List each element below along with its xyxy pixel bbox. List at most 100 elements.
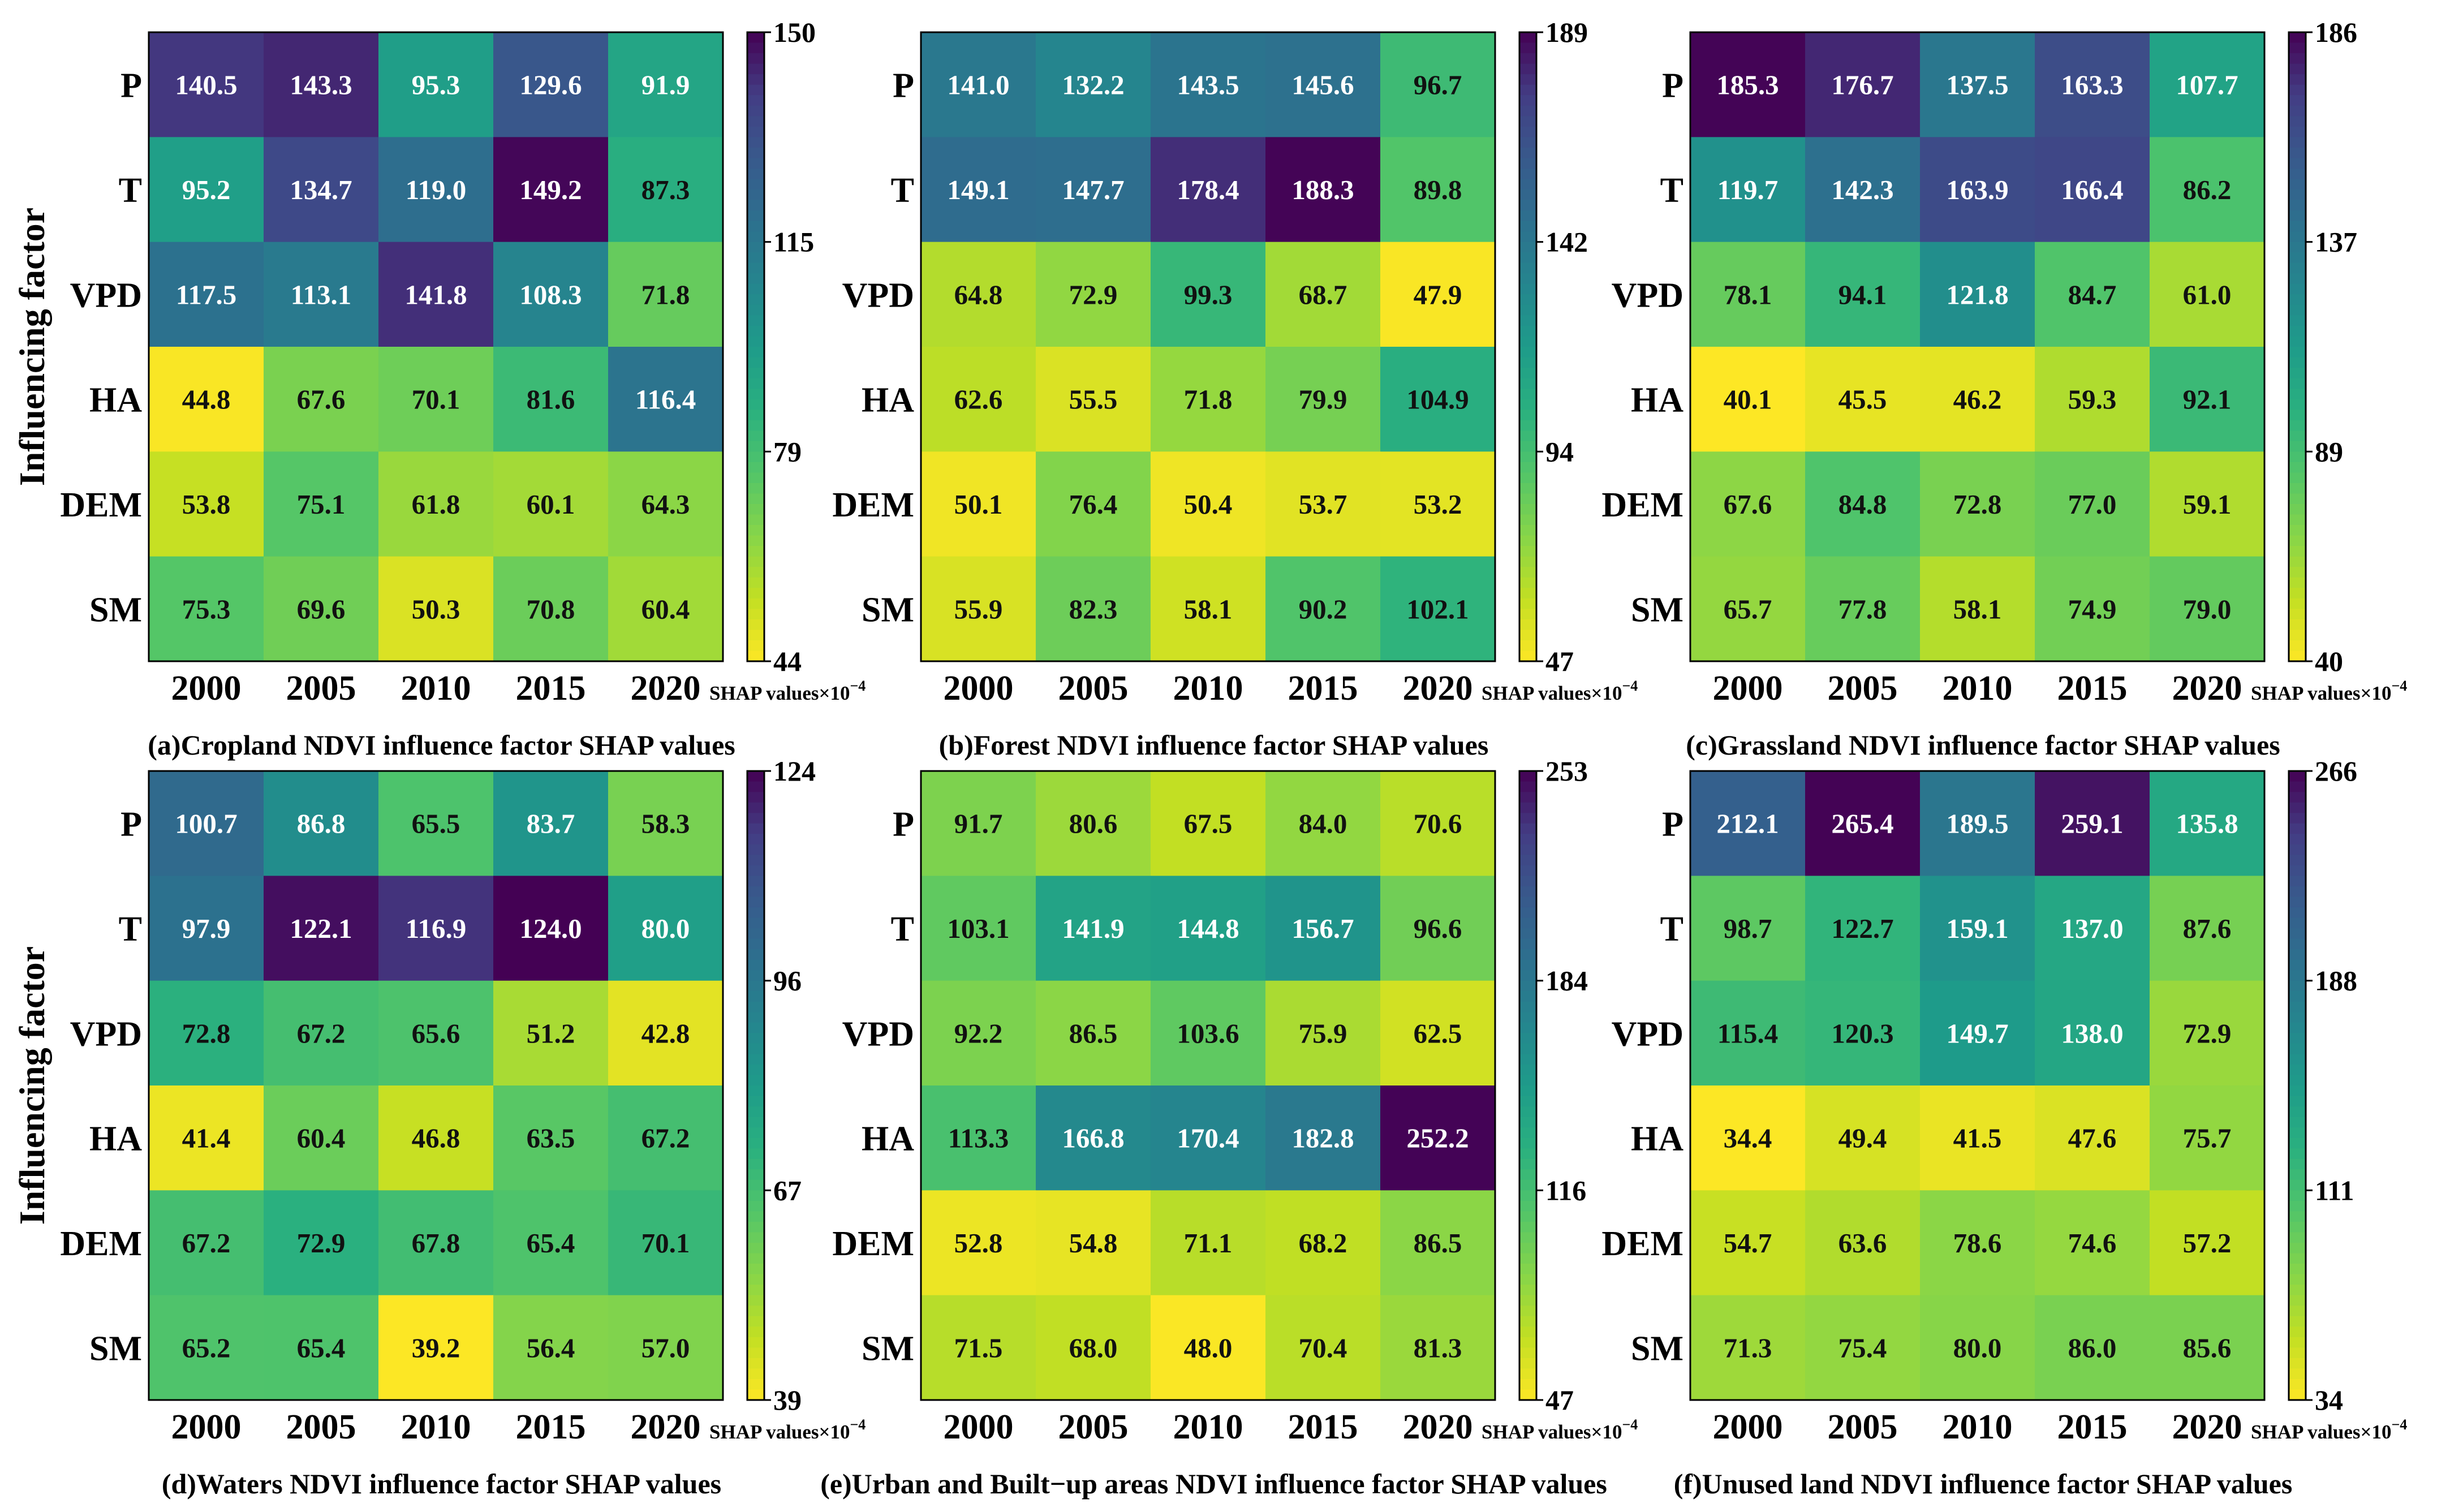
cell-value-label: 70.1	[641, 1227, 690, 1259]
cell-value-label: 166.4	[2061, 174, 2123, 205]
column-label: 2010	[401, 669, 471, 708]
colorbar-tick-label: 47	[1545, 1384, 1574, 1416]
row-label: DEM	[1601, 486, 1683, 524]
colorbar-band	[2289, 283, 2306, 295]
colorbar-band	[1519, 1001, 1536, 1013]
colorbar-band	[2289, 876, 2306, 887]
cell-value-label: 142.3	[1831, 174, 1893, 205]
heatmap-cell	[1805, 980, 1921, 1086]
heatmap-cell	[1920, 771, 2035, 876]
heatmap-cell	[1805, 137, 1921, 243]
cell-value-label: 83.7	[527, 808, 575, 839]
colorbar-band	[747, 1253, 764, 1264]
cell-value-label: 149.1	[947, 174, 1009, 205]
colorbar-band	[1519, 504, 1536, 515]
colorbar-tick-label: 137	[2315, 226, 2357, 258]
colorbar-band	[2289, 357, 2306, 368]
colorbar-band	[747, 158, 764, 169]
colorbar-band	[747, 844, 764, 855]
heatmap-cell	[1920, 556, 2035, 662]
heatmap-cell	[378, 137, 494, 243]
heatmap-cell	[378, 32, 494, 137]
cell-value-label: 67.6	[1724, 489, 1772, 520]
row-label: T	[1660, 171, 1683, 210]
heatmap-cell	[1690, 771, 1806, 876]
colorbar-band	[1519, 368, 1536, 379]
cell-value-label: 104.9	[1406, 384, 1469, 415]
heatmap-cell	[1036, 32, 1151, 137]
heatmap-cell	[264, 771, 379, 876]
colorbar-band	[1519, 876, 1536, 887]
heatmap-cell	[1690, 980, 1806, 1086]
colorbar-band	[2289, 420, 2306, 431]
cell-value-label: 116.4	[635, 384, 696, 415]
colorbar-band	[1519, 32, 1536, 44]
heatmap-cell	[608, 876, 724, 981]
colorbar-band	[1519, 1022, 1536, 1033]
cell-value-label: 62.6	[954, 384, 1003, 415]
cell-value-label: 107.7	[2176, 70, 2238, 101]
colorbar-band	[747, 200, 764, 211]
heatmap-cell	[1805, 451, 1921, 557]
cell-value-label: 84.0	[1299, 808, 1347, 839]
colorbar-band	[2289, 1179, 2306, 1191]
y-axis-label: Influencing factor	[12, 208, 52, 486]
colorbar-band	[747, 598, 764, 609]
cell-value-label: 55.9	[954, 593, 1003, 624]
cell-value-label: 141.8	[404, 279, 467, 310]
heatmap-cell	[149, 451, 264, 557]
cell-value-label: 80.0	[1953, 1332, 2002, 1363]
cell-value-label: 60.1	[527, 489, 575, 520]
colorbar-band	[1519, 781, 1536, 792]
colorbar-band	[2289, 1022, 2306, 1033]
colorbar-border	[2288, 31, 2307, 662]
heatmap-cell	[149, 1190, 264, 1296]
row-label: SM	[1631, 1329, 1683, 1368]
heatmap-cell	[2150, 980, 2265, 1086]
colorbar-band	[1519, 907, 1536, 919]
grid-border	[1689, 770, 2266, 1401]
cell-value-label: 72.8	[182, 1018, 231, 1049]
colorbar-band	[1519, 105, 1536, 117]
heatmap-cell	[1690, 242, 1806, 347]
heatmap-cell	[1265, 771, 1381, 876]
row-label: DEM	[1601, 1225, 1683, 1263]
row-label: VPD	[842, 276, 914, 315]
heatmap-cell	[921, 771, 1036, 876]
cell-value-label: 137.5	[1946, 70, 2008, 101]
colorbar-band	[747, 917, 764, 929]
row-label: DEM	[60, 1225, 142, 1263]
cell-value-label: 91.9	[641, 70, 690, 101]
colorbar-band	[1519, 640, 1536, 652]
colorbar-band	[2289, 609, 2306, 620]
cell-value-label: 100.7	[175, 808, 237, 839]
column-label: 2015	[516, 1408, 586, 1446]
heatmap-cell	[1920, 1085, 2035, 1191]
colorbar-tick-label: 186	[2315, 16, 2357, 48]
column-label: 2000	[1713, 1408, 1783, 1446]
colorbar-band	[747, 231, 764, 243]
colorbar-band	[747, 949, 764, 960]
colorbar-border	[1518, 31, 1538, 662]
heatmap-cell	[1036, 556, 1151, 662]
colorbar-band	[747, 168, 764, 180]
colorbar-band	[1519, 116, 1536, 127]
colorbar-band	[747, 179, 764, 190]
colorbar-band	[1519, 1179, 1536, 1191]
colorbar-band	[2289, 1169, 2306, 1181]
colorbar-band	[747, 1326, 764, 1338]
colorbar-band	[2289, 1379, 2306, 1390]
cell-value-label: 145.6	[1291, 70, 1354, 101]
cell-value-label: 86.0	[2068, 1332, 2117, 1363]
colorbar-band	[747, 823, 764, 834]
colorbar-tick-label: 116	[1545, 1174, 1586, 1206]
colorbar-band	[747, 483, 764, 494]
heatmap-cell	[2035, 137, 2150, 243]
colorbar-band	[2289, 1358, 2306, 1369]
cell-value-label: 115.4	[1717, 1018, 1779, 1049]
cell-value-label: 124.0	[519, 913, 582, 944]
cell-value-label: 77.0	[2068, 489, 2117, 520]
colorbar-band	[1519, 231, 1536, 243]
row-label: HA	[89, 381, 142, 420]
column-label: 2005	[1058, 669, 1129, 708]
